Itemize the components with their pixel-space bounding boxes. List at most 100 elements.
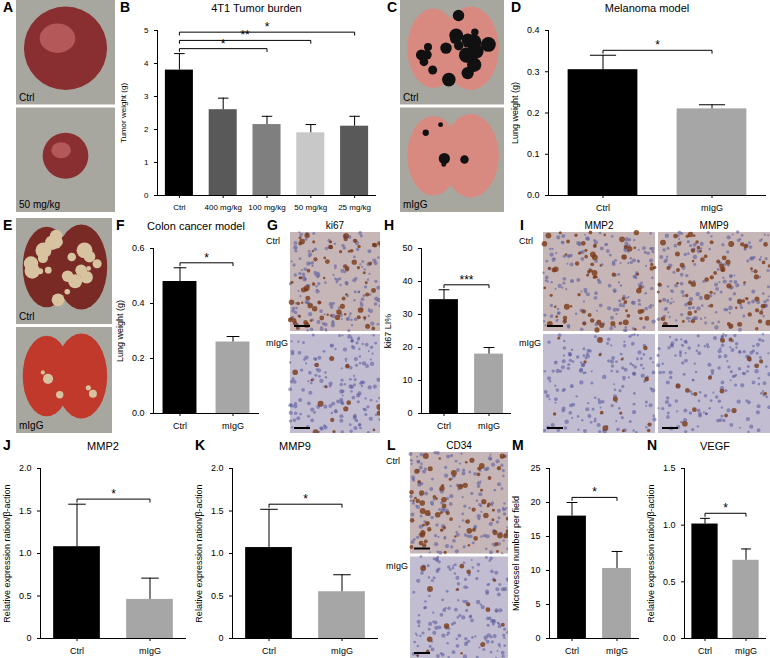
svg-text:**: ** (240, 28, 250, 42)
svg-text:MMP9: MMP9 (700, 220, 729, 231)
svg-text:5: 5 (144, 26, 149, 35)
svg-text:Relative expression ration/β-a: Relative expression ration/β-action (2, 484, 12, 622)
svg-text:20: 20 (402, 342, 412, 352)
svg-text:400 mg/kg: 400 mg/kg (205, 203, 242, 212)
html-text:Colon cancer model: Colon cancer model (147, 220, 245, 232)
svg-text:*: * (204, 251, 209, 265)
svg-text:Lung weight (g): Lung weight (g) (510, 82, 520, 144)
svg-text:*: * (592, 485, 597, 499)
svg-text:Relative expression ration/β-a: Relative expression ration/β-action (646, 484, 656, 622)
svg-text:5: 5 (535, 599, 540, 609)
svg-text:*: * (655, 38, 660, 52)
svg-text:mIgG: mIgG (403, 199, 428, 210)
svg-text:2.0: 2.0 (211, 463, 224, 473)
svg-text:100 mg/kg: 100 mg/kg (248, 203, 285, 212)
svg-text:1.0: 1.0 (19, 548, 32, 558)
svg-text:2: 2 (144, 125, 149, 134)
svg-text:***: *** (459, 273, 473, 287)
svg-text:mIgG: mIgG (701, 203, 723, 213)
svg-text:0.4: 0.4 (527, 25, 540, 35)
svg-text:MMP2: MMP2 (585, 220, 614, 231)
svg-text:Ctrl: Ctrl (19, 92, 35, 103)
svg-text:mIgG: mIgG (519, 338, 541, 348)
svg-text:0.5: 0.5 (19, 591, 32, 601)
svg-text:Ctrl: Ctrl (596, 203, 610, 213)
svg-text:Ctrl: Ctrl (565, 646, 579, 656)
svg-text:0.3: 0.3 (527, 67, 540, 77)
svg-text:0.2: 0.2 (132, 353, 145, 363)
svg-text:Tumor weight (g): Tumor weight (g) (119, 83, 128, 144)
svg-text:Microvessel number per field: Microvessel number per field (511, 496, 521, 611)
svg-text:30: 30 (402, 309, 412, 319)
svg-text:0.0: 0.0 (132, 408, 145, 418)
svg-text:4: 4 (144, 59, 149, 68)
svg-text:0.6: 0.6 (132, 243, 145, 253)
svg-text:1.0: 1.0 (211, 548, 224, 558)
svg-text:0.5: 0.5 (211, 591, 224, 601)
svg-text:*: * (723, 501, 728, 515)
svg-text:0: 0 (144, 191, 149, 200)
svg-text:mIgG: mIgG (386, 561, 408, 571)
svg-text:25 mg/kg: 25 mg/kg (338, 203, 371, 212)
svg-text:ki67: ki67 (326, 220, 345, 231)
html-text:M: M (512, 437, 524, 453)
html-text:4T1 Tumor burden: 4T1 Tumor burden (211, 2, 302, 14)
svg-text:mIgG: mIgG (478, 421, 500, 431)
svg-text:Lung weight (g): Lung weight (g) (115, 300, 125, 362)
svg-text:1.5: 1.5 (663, 463, 676, 473)
svg-text:0: 0 (535, 633, 540, 643)
svg-text:CD34: CD34 (446, 440, 472, 451)
svg-text:*: * (111, 487, 116, 501)
svg-text:Ctrl: Ctrl (437, 421, 451, 431)
svg-text:50: 50 (402, 243, 412, 253)
svg-text:mIgG: mIgG (606, 646, 628, 656)
svg-text:0.5: 0.5 (663, 577, 676, 587)
svg-text:1: 1 (144, 158, 149, 167)
svg-text:mIgG: mIgG (735, 646, 757, 656)
svg-text:0: 0 (26, 633, 31, 643)
svg-text:Ctrl: Ctrl (262, 646, 276, 656)
svg-text:Relative expression ration/β-a: Relative expression ration/β-action (194, 484, 204, 622)
svg-text:Ctrl: Ctrl (698, 646, 712, 656)
svg-text:Ctrl: Ctrl (173, 203, 186, 212)
svg-text:50 mg/kg: 50 mg/kg (294, 203, 327, 212)
svg-text:50 mg/kg: 50 mg/kg (19, 199, 60, 210)
svg-text:Ctrl: Ctrl (519, 236, 533, 246)
svg-text:1.5: 1.5 (19, 506, 32, 516)
svg-text:40: 40 (402, 276, 412, 286)
svg-text:0.0: 0.0 (527, 190, 540, 200)
svg-text:3: 3 (144, 92, 149, 101)
html-text:MMP2: MMP2 (87, 440, 119, 452)
svg-text:mIgG: mIgG (19, 420, 44, 431)
svg-text:Ctrl: Ctrl (403, 92, 419, 103)
svg-text:*: * (221, 37, 226, 51)
svg-text:Ctrl: Ctrl (173, 421, 187, 431)
svg-text:Ctrl: Ctrl (386, 456, 400, 466)
svg-text:0.2: 0.2 (527, 108, 540, 118)
svg-text:1.5: 1.5 (211, 506, 224, 516)
svg-text:0.4: 0.4 (132, 298, 145, 308)
svg-text:0: 0 (407, 408, 412, 418)
svg-text:mIgG: mIgG (139, 646, 161, 656)
html-text:MMP9: MMP9 (279, 440, 311, 452)
svg-text:0.1: 0.1 (527, 149, 540, 159)
svg-text:1.0: 1.0 (663, 520, 676, 530)
svg-text:Ctrl: Ctrl (19, 311, 35, 322)
svg-text:0: 0 (218, 633, 223, 643)
html-text:Melanoma model: Melanoma model (604, 2, 690, 14)
svg-text:Ctrl: Ctrl (266, 236, 280, 246)
svg-text:*: * (265, 20, 270, 34)
svg-text:2.0: 2.0 (19, 463, 32, 473)
svg-text:ki67 LI%: ki67 LI% (383, 314, 393, 349)
svg-text:mIgG: mIgG (222, 421, 244, 431)
svg-text:25: 25 (530, 463, 540, 473)
svg-text:10: 10 (530, 565, 540, 575)
svg-text:15: 15 (530, 531, 540, 541)
svg-text:20: 20 (530, 497, 540, 507)
svg-text:mIgG: mIgG (266, 338, 288, 348)
svg-text:0.0: 0.0 (663, 633, 676, 643)
svg-text:*: * (303, 492, 308, 506)
svg-text:mIgG: mIgG (331, 646, 353, 656)
svg-text:Ctrl: Ctrl (70, 646, 84, 656)
svg-text:10: 10 (402, 375, 412, 385)
